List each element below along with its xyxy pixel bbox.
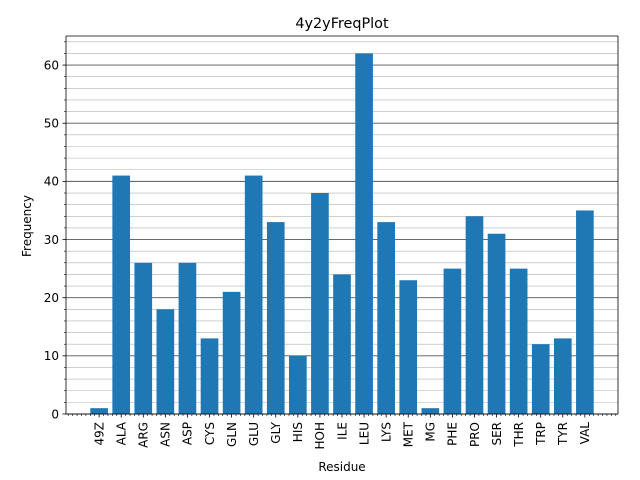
y-tick-label: 30 xyxy=(44,233,59,247)
x-tick-label-mg: MG xyxy=(424,422,438,442)
x-tick-label-tyr: TYR xyxy=(556,422,570,446)
y-tick-label: 20 xyxy=(44,291,59,305)
chart-title: 4y2yFreqPlot xyxy=(295,16,389,32)
x-tick-label-gly: GLY xyxy=(269,421,283,443)
x-tick-label-val: VAL xyxy=(578,422,592,445)
bar-hoh xyxy=(311,193,329,414)
x-tick-label-his: HIS xyxy=(291,422,305,442)
x-tick-label-met: MET xyxy=(402,421,416,447)
x-tick-label-gln: GLN xyxy=(225,422,239,447)
y-tick-label: 60 xyxy=(44,58,59,72)
bar-met xyxy=(399,280,418,414)
y-tick-label: 10 xyxy=(44,349,59,363)
bar-cys xyxy=(200,338,219,414)
bar-gln xyxy=(222,291,241,414)
y-tick-label: 0 xyxy=(51,407,59,421)
bar-lys xyxy=(377,222,395,414)
x-tick-label-arg: ARG xyxy=(137,422,151,448)
bar-thr xyxy=(509,268,528,414)
x-tick-label-ile: ILE xyxy=(335,422,349,440)
y-tick-label: 40 xyxy=(44,175,59,189)
x-tick-label-cys: CYS xyxy=(203,422,217,445)
x-axis-title: Residue xyxy=(318,460,365,474)
x-tick-label-ala: ALA xyxy=(115,421,129,445)
x-tick-label-pro: PRO xyxy=(468,422,482,447)
bar-ala xyxy=(112,175,131,414)
bar-asp xyxy=(178,262,197,414)
bar-glu xyxy=(244,175,263,414)
x-tick-label-lys: LYS xyxy=(379,422,393,442)
bar-tyr xyxy=(553,338,572,414)
x-tick-label-trp: TRP xyxy=(534,422,548,446)
x-tick-label-ser: SER xyxy=(490,422,504,446)
axes-layer: 0 10 20 30 40 50 60 49Z ALA ARG ASN ASP CYS GLN GLU GLY… xyxy=(44,35,619,450)
bar-leu xyxy=(355,53,373,414)
bar-49z xyxy=(90,408,108,414)
x-tick-label-phe: PHE xyxy=(446,422,460,446)
x-tick-label-49z: 49Z xyxy=(92,422,106,446)
x-tick-label-asp: ASP xyxy=(181,422,195,445)
bar-mg xyxy=(421,408,440,414)
bar-val xyxy=(576,210,594,414)
x-tick-label-hoh: HOH xyxy=(313,422,327,450)
y-tick-label: 50 xyxy=(44,117,59,131)
bar-trp xyxy=(531,344,550,414)
bars-layer xyxy=(90,53,594,414)
bar-ile xyxy=(333,274,351,414)
bar-asn xyxy=(156,309,175,414)
bar-his xyxy=(289,355,307,414)
bar-phe xyxy=(443,268,462,414)
x-tick-label-thr: THR xyxy=(512,422,526,448)
x-tick-label-asn: ASN xyxy=(159,422,173,447)
x-tick-label-glu: GLU xyxy=(247,422,261,446)
y-axis-title: Frequency xyxy=(20,195,34,257)
x-tick-label-leu: LEU xyxy=(357,422,371,445)
bar-ser xyxy=(487,233,506,414)
bar-pro xyxy=(465,216,484,414)
bar-arg xyxy=(134,262,153,414)
bar-gly xyxy=(266,222,285,414)
